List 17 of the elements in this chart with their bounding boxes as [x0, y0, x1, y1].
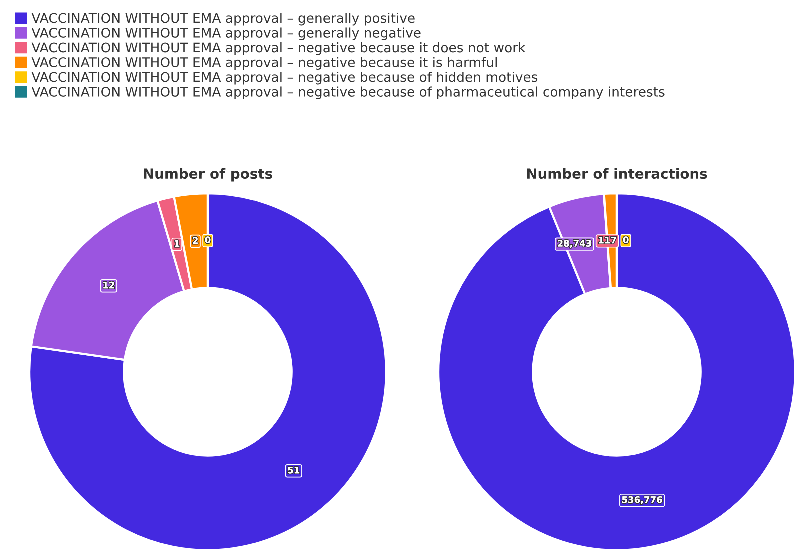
text: Number of posts [144, 168, 272, 182]
legend-label: VACCINATION WITHOUT EMA approval – generally positive [32, 12, 415, 26]
text: 0 [623, 236, 629, 244]
legend-label: VACCINATION WITHOUT EMA approval – negative because of hidden motives [32, 72, 538, 85]
data-label: 12 [104, 282, 114, 289]
data-label: 28,743 [558, 240, 592, 248]
data-label: 117 [599, 237, 616, 244]
legend-label: VACCINATION WITHOUT EMA approval – generally negative [32, 28, 421, 41]
legend-label: VACCINATION WITHOUT EMA approval – negative because of pharmaceutical company interests [32, 86, 665, 100]
legend-label: VACCINATION WITHOUT EMA approval – negative because it does not work [32, 42, 526, 56]
data-label: 1 [174, 240, 180, 248]
legend-label: VACCINATION WITHOUT EMA approval – negative because it is harmful [32, 57, 497, 70]
data-label: 536,776 [622, 496, 662, 504]
data-label: 2 [193, 237, 198, 244]
chart-title: Number of interactions [527, 168, 708, 180]
data-label: 51 [288, 467, 300, 474]
text: 0 [205, 236, 211, 244]
